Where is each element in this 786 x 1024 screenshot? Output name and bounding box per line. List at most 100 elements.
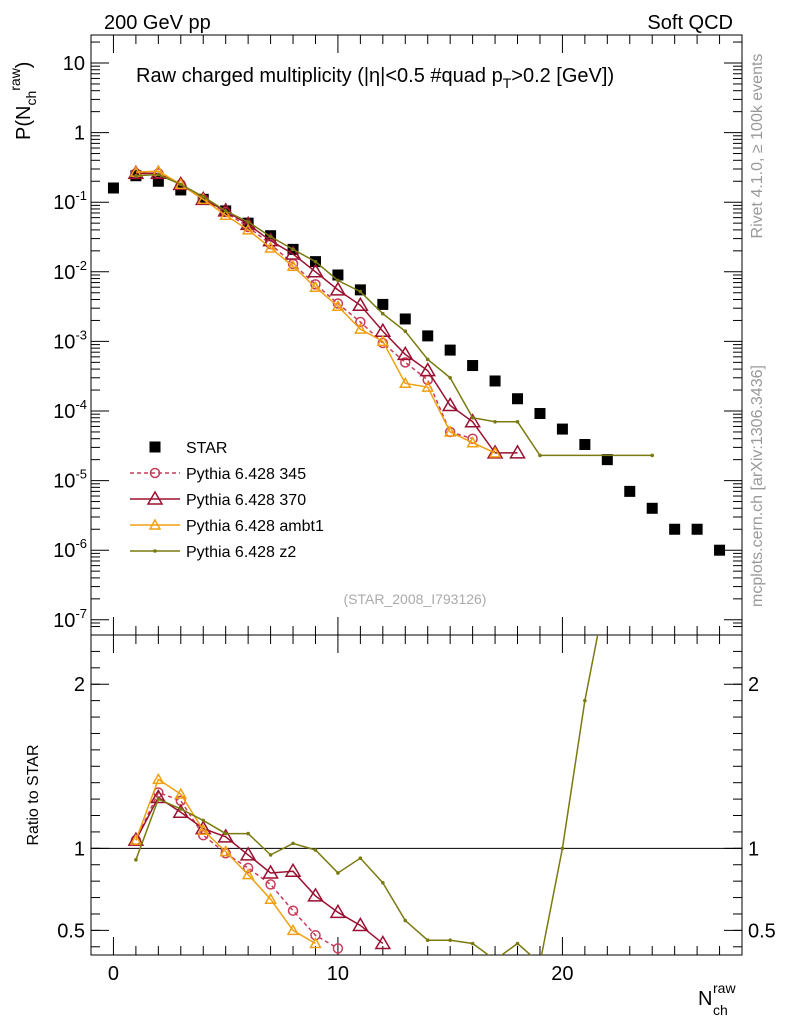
svg-text:P(Nchraw): P(Nchraw)	[7, 62, 39, 140]
ratio-point	[127, 831, 145, 846]
legend-entry: STAR	[149, 440, 227, 457]
mcplots-label: mcplots.cern.ch [arXiv:1306.3436]	[749, 365, 766, 607]
data-point	[419, 362, 437, 377]
data-point	[467, 360, 479, 372]
legend-entry: Pythia 6.428 z2	[130, 544, 296, 561]
analysis-watermark: (STAR_2008_I793126)	[344, 591, 487, 607]
y-tick-label: 10	[63, 53, 85, 75]
ratio-line	[135, 796, 384, 945]
y-tick-label: 10-5	[53, 467, 87, 493]
legend-marker	[149, 441, 161, 453]
ratio-line	[135, 791, 339, 950]
header-left: 200 GeV pp	[104, 12, 211, 34]
legend-marker	[153, 549, 157, 553]
legend-entry: Pythia 6.428 ambt1	[130, 518, 324, 535]
y-tick-label: 10-3	[53, 327, 87, 353]
ratio-point	[515, 941, 520, 946]
series-2	[127, 164, 526, 459]
ratio-point	[425, 938, 430, 943]
ratio-point	[246, 831, 250, 836]
data-point	[650, 453, 655, 458]
ratio-point	[241, 868, 255, 880]
ratio-point	[403, 918, 408, 923]
ratio-point	[152, 772, 165, 785]
data-point	[381, 311, 385, 316]
ratio-point	[134, 858, 138, 862]
x-tick-label: 10	[327, 963, 349, 985]
data-point	[284, 245, 302, 260]
data-point	[556, 423, 568, 435]
legend-label: Pythia 6.428 370	[186, 492, 306, 509]
ratio-point	[242, 862, 254, 874]
ratio-y-tick-label-right: 2	[748, 674, 759, 696]
data-point	[107, 182, 119, 194]
data-point	[376, 334, 390, 347]
ratio-series-1	[127, 788, 392, 950]
data-point	[358, 289, 363, 294]
data-point	[331, 299, 345, 311]
ratio-line	[135, 635, 599, 955]
legend-label: Pythia 6.428 z2	[186, 544, 296, 561]
data-point	[219, 208, 232, 220]
ratio-point	[332, 943, 344, 954]
data-point	[422, 330, 434, 342]
data-point	[515, 419, 520, 424]
series-line	[135, 172, 473, 440]
data-point	[470, 415, 475, 420]
legend-entry: Pythia 6.428 345	[130, 466, 306, 483]
data-point	[399, 313, 411, 325]
series-line	[135, 170, 496, 454]
data-point	[403, 329, 408, 334]
legend-marker	[146, 490, 164, 505]
ratio-point	[201, 818, 206, 823]
ratio-line	[135, 778, 316, 945]
data-point	[286, 259, 300, 272]
ratio-point	[336, 871, 340, 875]
data-point	[466, 436, 479, 448]
ratio-y-tick-label-right: 0.5	[748, 920, 776, 942]
ratio-series-2	[129, 772, 322, 949]
data-point	[156, 172, 161, 177]
series-line	[135, 173, 653, 457]
data-point	[134, 173, 138, 178]
data-point	[646, 502, 658, 514]
ratio-point	[358, 856, 363, 860]
ratio-frame	[90, 634, 743, 956]
data-point	[336, 278, 340, 283]
ratio-point	[352, 916, 369, 932]
ratio-series-3	[134, 635, 599, 955]
series-line	[135, 172, 518, 454]
data-point	[178, 182, 183, 187]
ratio-point	[583, 698, 587, 703]
data-point	[464, 413, 481, 428]
data-point	[268, 234, 273, 239]
series-1	[130, 168, 478, 444]
ratio-point	[291, 841, 295, 846]
ratio-point	[284, 862, 302, 878]
data-point	[400, 357, 411, 368]
ratio-point	[560, 846, 565, 851]
ratio-plot-area	[127, 635, 599, 955]
data-point	[241, 223, 255, 235]
data-point	[309, 280, 322, 292]
data-point	[421, 380, 434, 392]
data-point	[264, 241, 277, 253]
legend-marker	[149, 467, 161, 479]
data-point	[509, 444, 526, 459]
y-tick-label: 10-4	[53, 397, 87, 423]
data-point	[443, 425, 457, 437]
rivet-label: Rivet 4.1.0, ≥ 100k events	[749, 54, 766, 239]
data-point	[534, 408, 546, 420]
ratio-ylabel: Ratio to STAR	[25, 744, 42, 845]
x-tick-label: 20	[551, 963, 573, 985]
ratio-point	[265, 879, 276, 890]
ratio-point	[448, 938, 452, 943]
data-point	[669, 523, 681, 535]
data-point	[377, 298, 389, 310]
ratio-point	[156, 797, 161, 801]
svg-text:N: N	[698, 988, 712, 1010]
y-tick-label: 1	[74, 123, 85, 145]
data-point	[332, 269, 344, 281]
ratio-point	[262, 864, 279, 879]
data-point	[355, 316, 366, 328]
